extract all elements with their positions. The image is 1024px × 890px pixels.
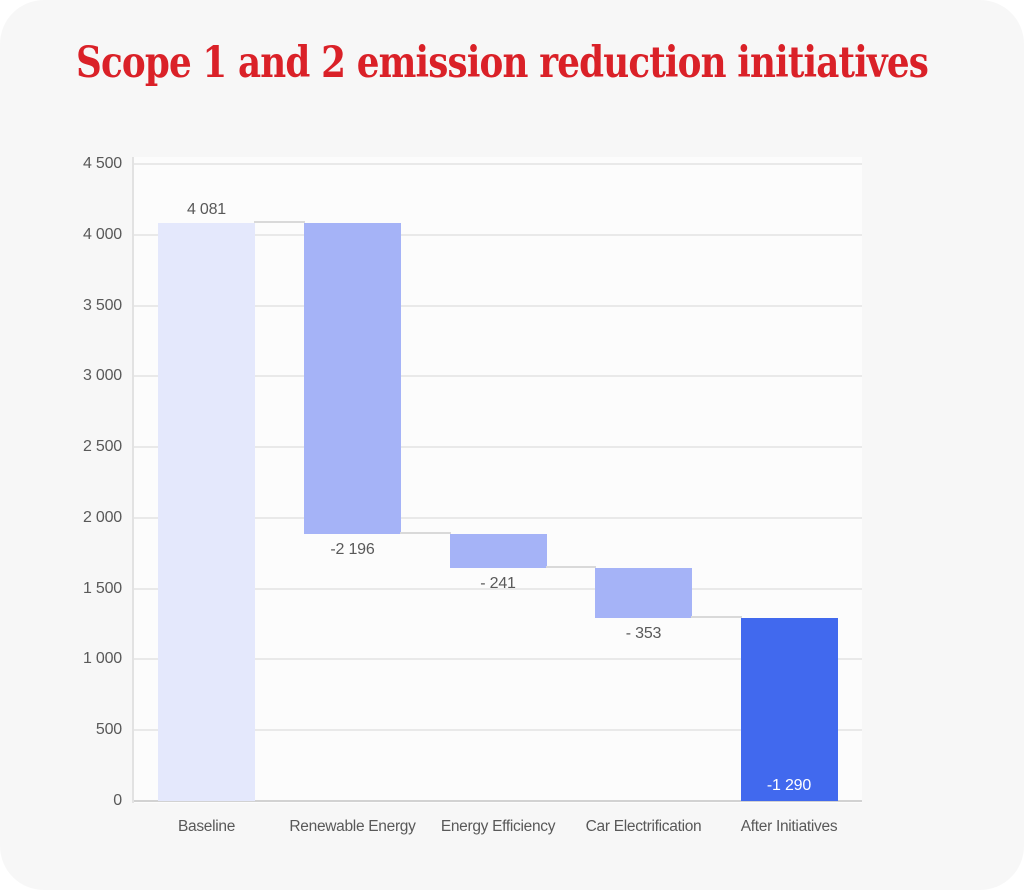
bar-after-initiatives [740,618,838,801]
bar-value-label: - 353 [625,625,662,643]
gridline-4000 [132,234,862,236]
y-axis-tick-label: 0 [113,792,122,809]
chart-title: Scope 1 and 2 emission reduction initiat… [76,38,929,88]
x-axis-category-label: Car Electrification [585,818,702,835]
gridline-1500 [132,588,862,590]
y-axis-tick-label: 3 500 [82,297,122,314]
x-axis-category-label: Energy Efficiency [440,818,556,835]
gridline-0 [132,800,862,802]
y-axis-tick-label: 4 000 [82,226,122,243]
y-axis-tick-label: 500 [95,721,122,738]
bar-value-label: -2 196 [330,541,375,559]
bar-baseline [158,223,255,801]
y-axis-tick-label: 2 500 [82,438,122,455]
x-axis-category-label: Renewable Energy [289,818,416,835]
gridline-3000 [132,375,862,377]
connector-line [400,532,451,534]
gridline-3500 [132,305,862,307]
y-axis-tick-label: 3 000 [82,367,122,384]
connector-line [545,566,596,568]
bar-renewable-energy [304,223,401,535]
y-axis-tick-label: 1 000 [82,650,122,667]
bar-value-label: 4 081 [186,201,227,219]
gridline-4500 [132,163,862,165]
y-axis-tick-label: 1 500 [82,580,122,597]
gridline-500 [132,729,862,731]
connector-line [254,221,305,223]
gridline-2000 [132,517,862,519]
x-axis-category-label: Baseline [177,818,236,835]
y-axis-tick-label: 2 000 [82,509,122,526]
bar-value-label: - 241 [480,575,516,593]
bar-energy-efficiency [449,534,547,569]
y-axis-tick-label: 4 500 [82,155,122,172]
bar-car-electrification [595,568,692,619]
x-axis-category-label: After Initiatives [740,818,838,835]
y-axis-line [132,157,134,803]
bar-value-label: -1 290 [766,777,812,794]
connector-line [691,616,742,618]
gridline-1000 [132,658,862,660]
gridline-2500 [132,446,862,448]
